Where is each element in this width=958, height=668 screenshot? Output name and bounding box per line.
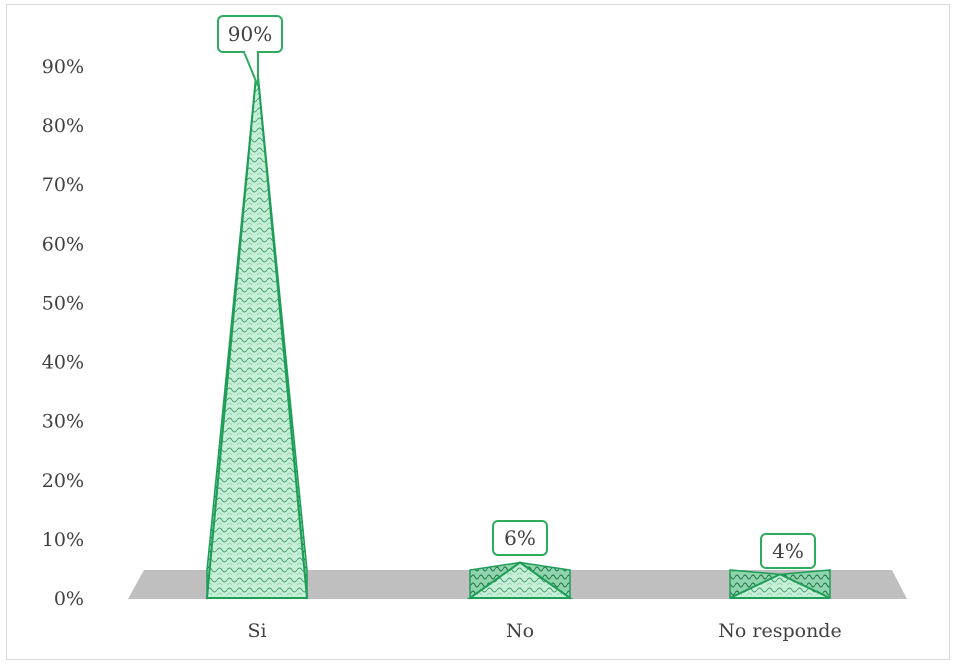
- y-tick-label: 40%: [42, 352, 84, 374]
- x-axis: Si No No responde: [247, 620, 841, 642]
- x-tick-label: Si: [247, 620, 266, 642]
- data-labels: 90% 6% 4%: [217, 15, 816, 569]
- bar-face-texture: [207, 66, 307, 598]
- bar-face-texture: [470, 562, 570, 598]
- y-tick-label: 0%: [54, 588, 84, 610]
- x-tick-label: No: [506, 620, 534, 642]
- data-label-text: 4%: [772, 539, 804, 563]
- data-label-text: 6%: [504, 526, 536, 550]
- data-label-text: 90%: [228, 22, 272, 46]
- y-tick-label: 80%: [42, 115, 84, 137]
- chart-svg: 0% 10% 20% 30% 40% 50% 60% 70% 80% 90% Si No No res…: [42, 15, 907, 642]
- data-label: 6%: [492, 520, 548, 556]
- bar-no-responde: [729, 569, 831, 600]
- y-tick-label: 20%: [42, 470, 84, 492]
- y-tick-label: 50%: [42, 292, 84, 314]
- chart-frame: 0% 10% 20% 30% 40% 50% 60% 70% 80% 90% Si No No res…: [6, 4, 950, 660]
- data-label-box: [760, 533, 816, 569]
- y-tick-label: 60%: [42, 233, 84, 255]
- y-tick-label: 30%: [42, 411, 84, 433]
- data-label: 90%: [217, 15, 283, 87]
- y-tick-label: 10%: [42, 529, 84, 551]
- bar-face-texture: [730, 574, 830, 598]
- x-tick-label: No responde: [718, 620, 841, 642]
- data-label: 4%: [760, 533, 816, 569]
- bar-no: [466, 561, 574, 600]
- y-tick-label: 70%: [42, 174, 84, 196]
- bars: [205, 65, 831, 600]
- y-tick-label: 90%: [42, 56, 84, 78]
- bar-si: [205, 65, 309, 599]
- y-axis: 0% 10% 20% 30% 40% 50% 60% 70% 80% 90%: [42, 56, 84, 610]
- data-label-box: [492, 520, 548, 556]
- callout-pointer: [243, 51, 259, 87]
